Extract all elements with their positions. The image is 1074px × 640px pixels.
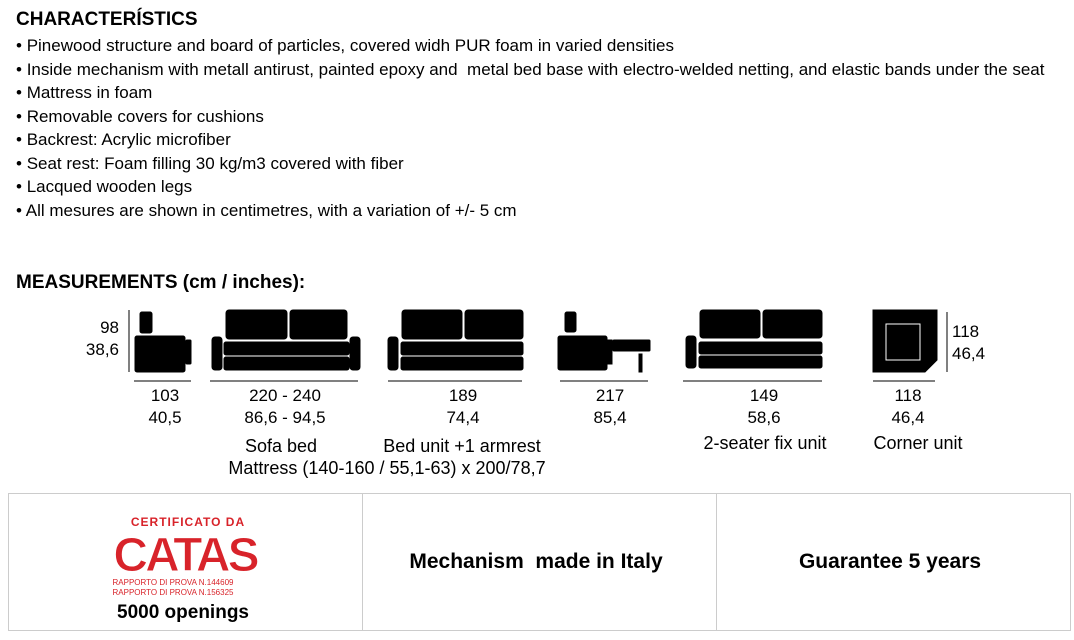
report-number: RAPPORTO DI PROVA N.144609 [112,578,234,587]
unit-caption: Corner unit [873,433,963,453]
guarantee-cell [716,493,1071,631]
guarantee-note: Guarantee 5 years [798,550,982,573]
openings-note: 5000 openings [117,602,249,623]
unit-caption: 2-seater fix unit [703,433,827,453]
height-dimension: 118 [952,322,980,341]
feature-item: Mattress in foam [16,81,1074,105]
width-dimension: 149 [749,386,779,405]
mechanism-note: Mechanism made in Italy [409,550,663,573]
unit-caption: Sofa bed [244,436,318,456]
height-dimension: 98 [100,318,119,337]
width-dimension: 118 [894,386,922,405]
feature-list: Pinewood structure and board of particle… [16,34,1074,222]
width-dimension: 189 [448,386,478,405]
measurements-title: MEASUREMENTS (cm / inches): [16,272,306,293]
feature-item: Inside mechanism with metall antirust, p… [16,58,1074,82]
width-dimension: 220 - 240 [249,386,321,405]
width-dimension: 103 [150,386,180,405]
sofa-drawings [128,309,948,382]
width-dimension: 86,6 - 94,5 [244,408,326,427]
feature-item: All mesures are shown in centimetres, wi… [16,199,1074,223]
width-dimension: 74,4 [446,408,480,427]
feature-item: Pinewood structure and board of particle… [16,34,1074,58]
feature-item: Removable covers for cushions [16,105,1074,129]
width-dimension: 46,4 [891,408,925,427]
feature-item: Backrest: Acrylic microfiber [16,128,1074,152]
title: CHARACTERÍSTICS [16,9,198,30]
height-dimension: 38,6 [85,340,119,359]
width-dimension: 217 [595,386,625,405]
report-number: RAPPORTO DI PROVA N.156325 [112,588,234,597]
width-dimension: 40,5 [148,408,182,427]
certificate-header: CERTIFICATO DA [130,515,246,529]
catas-brand: CATAS [115,529,259,578]
unit-caption: Mattress (140-160 / 55,1-63) x 200/78,7 [228,458,546,478]
width-dimension: 85,4 [593,408,627,427]
feature-item: Lacqued wooden legs [16,175,1074,199]
catas-logo: CATAS [115,529,260,579]
feature-item: Seat rest: Foam filling 30 kg/m3 covered… [16,152,1074,176]
height-dimension: 46,4 [952,344,986,363]
unit-caption: Bed unit +1 armrest [383,436,541,456]
width-dimension: 58,6 [747,408,781,427]
